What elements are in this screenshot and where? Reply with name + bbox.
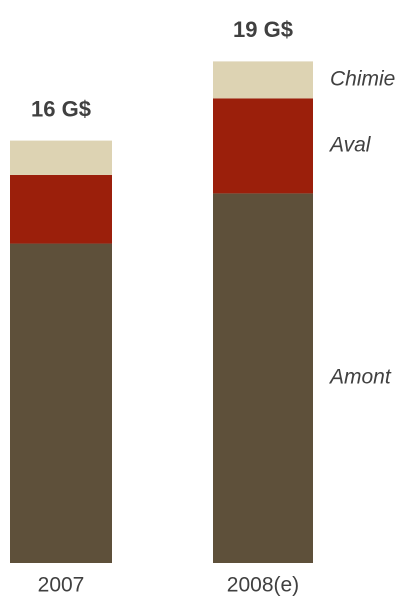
total-label: 19 G$ <box>233 17 293 42</box>
legend-label: Amont <box>328 366 392 389</box>
bar-segment <box>10 174 112 244</box>
legend-label: Aval <box>328 133 372 156</box>
bar-segment <box>10 243 112 563</box>
bar-segment <box>213 61 313 99</box>
legend-label: Chimie <box>330 67 395 90</box>
bar-segment <box>213 98 313 194</box>
bar-segment <box>213 193 313 563</box>
bar-segment <box>10 140 112 175</box>
total-label: 16 G$ <box>31 96 91 121</box>
x-tick-label: 2008(e) <box>227 574 299 597</box>
x-tick-label: 2007 <box>38 574 85 597</box>
